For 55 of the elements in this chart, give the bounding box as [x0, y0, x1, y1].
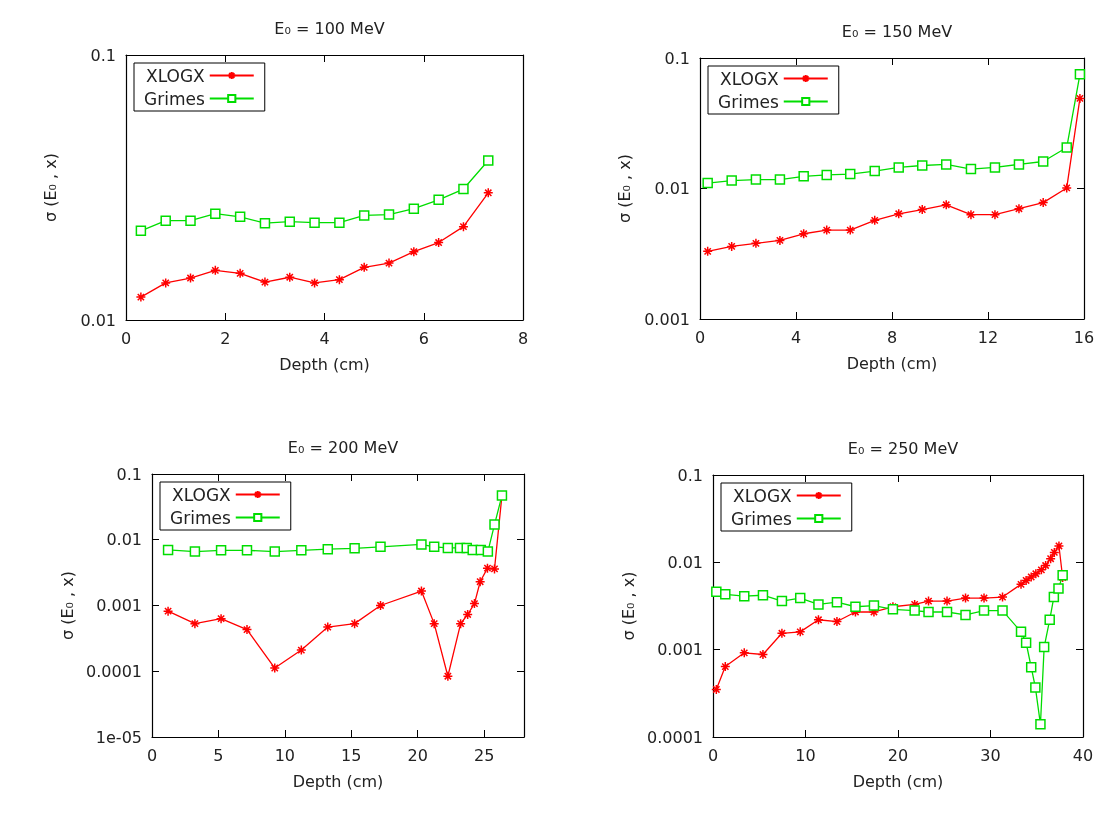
x-tick-label: 2 [220, 328, 231, 348]
chart-title: E₀ = 100 MeV [274, 18, 385, 38]
x-tick-label: 5 [213, 745, 224, 765]
x-tick-label: 25 [473, 745, 495, 765]
x-tick-label: 10 [795, 745, 816, 765]
y-tick-label: 0.01 [106, 530, 142, 550]
x-tick-label: 0 [694, 327, 706, 347]
x-tick-label: 8 [886, 327, 898, 347]
x-tick-label: 8 [517, 328, 529, 348]
x-tick-label: 16 [1073, 327, 1095, 347]
y-tick-label: 1e-05 [95, 727, 142, 747]
legend-label: Grimes [170, 507, 231, 528]
y-tick-label: 0.1 [116, 464, 142, 484]
legend-label: XLOGX [720, 68, 780, 89]
y-tick-label: 0.01 [667, 552, 703, 572]
y-axis-title: σ (E₀ , x) [614, 154, 634, 223]
x-tick-label: 6 [418, 328, 429, 348]
x-tick-label: 30 [980, 745, 1001, 765]
x-tick-label: 15 [341, 745, 362, 765]
y-axis-title: σ (E₀ , x) [40, 153, 60, 222]
y-tick-label: 0.001 [96, 596, 142, 615]
x-tick-label: 10 [274, 745, 296, 765]
x-tick-label: 0 [120, 328, 132, 348]
chart-title: E₀ = 150 MeV [841, 21, 953, 41]
x-axis-title: Depth (cm) [852, 771, 944, 791]
x-tick-label: 0 [707, 745, 719, 765]
y-tick-label: 0.1 [90, 45, 116, 65]
legend-label: XLOGX [172, 484, 232, 505]
x-tick-label: 20 [407, 745, 428, 765]
x-tick-label: 12 [977, 327, 999, 347]
x-axis-title: Depth (cm) [279, 354, 370, 374]
y-tick-label: 0.0001 [86, 661, 142, 681]
y-tick-label: 0.0001 [647, 727, 703, 747]
chart-title: E₀ = 200 MeV [287, 437, 399, 457]
legend-label: Grimes [718, 91, 779, 112]
x-tick-label: 40 [1072, 745, 1094, 765]
y-tick-label: 0.1 [677, 465, 703, 485]
chart-title: E₀ = 250 MeV [847, 438, 959, 458]
x-axis-title: Depth (cm) [292, 771, 384, 791]
y-axis-title: σ (E₀ , x) [618, 571, 638, 641]
y-tick-label: 0.01 [654, 179, 690, 198]
x-tick-label: 0 [146, 745, 158, 765]
legend-label: XLOGX [733, 485, 793, 506]
legend-label: Grimes [731, 508, 792, 529]
x-tick-label: 4 [319, 328, 330, 348]
x-axis-title: Depth (cm) [846, 353, 938, 373]
legend-label: Grimes [144, 88, 205, 109]
y-tick-label: 0.01 [80, 310, 116, 330]
x-tick-label: 4 [790, 327, 802, 347]
y-tick-label: 0.001 [657, 640, 703, 660]
y-tick-label: 0.1 [664, 48, 690, 68]
y-axis-title: σ (E₀ , x) [57, 571, 77, 640]
legend-label: XLOGX [146, 65, 206, 86]
x-tick-label: 20 [887, 745, 909, 765]
y-tick-label: 0.001 [644, 309, 690, 329]
